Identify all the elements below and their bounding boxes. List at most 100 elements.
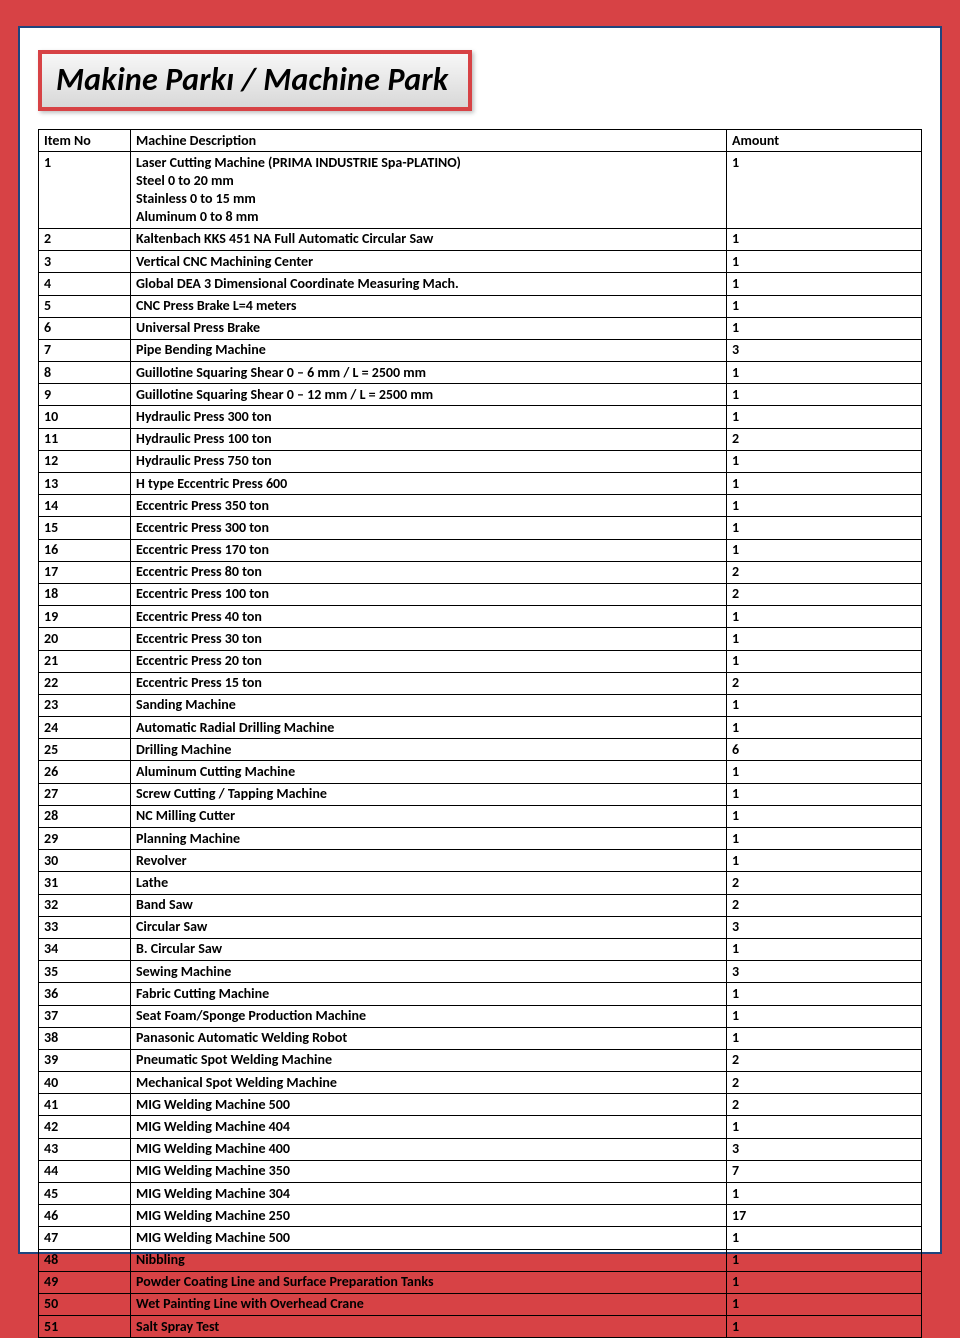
- cell-description: Universal Press Brake: [131, 317, 727, 339]
- cell-item-no: 16: [39, 539, 131, 561]
- cell-amount: 3: [727, 961, 922, 983]
- cell-description: Vertical CNC Machining Center: [131, 251, 727, 273]
- table-row: 44MIG Welding Machine 3507: [39, 1160, 922, 1182]
- cell-amount: 2: [727, 672, 922, 694]
- cell-amount: 1: [727, 783, 922, 805]
- cell-description: Kaltenbach KKS 451 NA Full Automatic Cir…: [131, 228, 727, 250]
- table-row: 19Eccentric Press 40 ton1: [39, 606, 922, 628]
- cell-description: Sanding Machine: [131, 694, 727, 716]
- cell-description: Revolver: [131, 850, 727, 872]
- table-row: 13H type Eccentric Press 6001: [39, 473, 922, 495]
- table-row: 20Eccentric Press 30 ton1: [39, 628, 922, 650]
- table-row: 8Guillotine Squaring Shear 0 – 6 mm / L …: [39, 362, 922, 384]
- table-row: 2Kaltenbach KKS 451 NA Full Automatic Ci…: [39, 228, 922, 250]
- cell-amount: 1: [727, 362, 922, 384]
- cell-description: B. Circular Saw: [131, 938, 727, 960]
- cell-item-no: 36: [39, 983, 131, 1005]
- cell-item-no: 20: [39, 628, 131, 650]
- cell-item-no: 35: [39, 961, 131, 983]
- cell-amount: 1: [727, 1005, 922, 1027]
- cell-item-no: 11: [39, 428, 131, 450]
- cell-item-no: 25: [39, 739, 131, 761]
- cell-description: Screw Cutting / Tapping Machine: [131, 783, 727, 805]
- cell-description: Salt Spray Test: [131, 1316, 727, 1338]
- table-header-row: Item No Machine Description Amount: [39, 130, 922, 152]
- cell-description: Guillotine Squaring Shear 0 – 6 mm / L =…: [131, 362, 727, 384]
- cell-amount: 1: [727, 606, 922, 628]
- cell-item-no: 49: [39, 1271, 131, 1293]
- table-row: 35Sewing Machine3: [39, 961, 922, 983]
- cell-item-no: 29: [39, 828, 131, 850]
- cell-description: Planning Machine: [131, 828, 727, 850]
- cell-description: Eccentric Press 20 ton: [131, 650, 727, 672]
- cell-item-no: 48: [39, 1249, 131, 1271]
- cell-item-no: 26: [39, 761, 131, 783]
- cell-item-no: 23: [39, 694, 131, 716]
- cell-amount: 1: [727, 694, 922, 716]
- cell-description: Fabric Cutting Machine: [131, 983, 727, 1005]
- cell-item-no: 10: [39, 406, 131, 428]
- cell-amount: 2: [727, 1094, 922, 1116]
- machine-table: Item No Machine Description Amount 1Lase…: [38, 129, 922, 1338]
- cell-item-no: 28: [39, 805, 131, 827]
- cell-amount: 1: [727, 228, 922, 250]
- cell-description: MIG Welding Machine 350: [131, 1160, 727, 1182]
- cell-amount: 1: [727, 406, 922, 428]
- cell-description: Lathe: [131, 872, 727, 894]
- cell-item-no: 6: [39, 317, 131, 339]
- cell-amount: 3: [727, 339, 922, 361]
- page: Makine Parkı / Machine Park Item No Mach…: [18, 26, 942, 1254]
- cell-amount: 1: [727, 495, 922, 517]
- cell-description: Eccentric Press 30 ton: [131, 628, 727, 650]
- cell-item-no: 40: [39, 1072, 131, 1094]
- cell-item-no: 9: [39, 384, 131, 406]
- cell-item-no: 32: [39, 894, 131, 916]
- table-row: 27Screw Cutting / Tapping Machine1: [39, 783, 922, 805]
- table-row: 6Universal Press Brake1: [39, 317, 922, 339]
- cell-amount: 1: [727, 628, 922, 650]
- table-row: 45MIG Welding Machine 3041: [39, 1183, 922, 1205]
- cell-item-no: 2: [39, 228, 131, 250]
- table-row: 14Eccentric Press 350 ton1: [39, 495, 922, 517]
- cell-description: Drilling Machine: [131, 739, 727, 761]
- table-row: 11Hydraulic Press 100 ton2: [39, 428, 922, 450]
- col-header-description: Machine Description: [131, 130, 727, 152]
- table-row: 3Vertical CNC Machining Center1: [39, 251, 922, 273]
- cell-amount: 2: [727, 561, 922, 583]
- cell-description: Panasonic Automatic Welding Robot: [131, 1027, 727, 1049]
- cell-amount: 2: [727, 1049, 922, 1071]
- table-row: 4Global DEA 3 Dimensional Coordinate Mea…: [39, 273, 922, 295]
- cell-description: Eccentric Press 300 ton: [131, 517, 727, 539]
- cell-amount: 1: [727, 805, 922, 827]
- cell-description: Eccentric Press 100 ton: [131, 583, 727, 605]
- cell-item-no: 8: [39, 362, 131, 384]
- cell-amount: 1: [727, 1271, 922, 1293]
- table-row: 48Nibbling1: [39, 1249, 922, 1271]
- table-row: 25Drilling Machine6: [39, 739, 922, 761]
- cell-description: H type Eccentric Press 600: [131, 473, 727, 495]
- cell-amount: 1: [727, 317, 922, 339]
- cell-item-no: 15: [39, 517, 131, 539]
- cell-description: Guillotine Squaring Shear 0 – 12 mm / L …: [131, 384, 727, 406]
- cell-amount: 1: [727, 828, 922, 850]
- cell-amount: 1: [727, 251, 922, 273]
- cell-description: Hydraulic Press 100 ton: [131, 428, 727, 450]
- cell-item-no: 34: [39, 938, 131, 960]
- cell-amount: 1: [727, 1249, 922, 1271]
- table-row: 22Eccentric Press 15 ton2: [39, 672, 922, 694]
- cell-item-no: 43: [39, 1138, 131, 1160]
- cell-amount: 1: [727, 850, 922, 872]
- cell-item-no: 24: [39, 717, 131, 739]
- table-row: 16Eccentric Press 170 ton1: [39, 539, 922, 561]
- table-row: 10Hydraulic Press 300 ton1: [39, 406, 922, 428]
- cell-item-no: 51: [39, 1316, 131, 1338]
- cell-amount: 1: [727, 717, 922, 739]
- cell-item-no: 1: [39, 152, 131, 229]
- table-row: 17Eccentric Press 80 ton2: [39, 561, 922, 583]
- cell-item-no: 7: [39, 339, 131, 361]
- table-row: 15Eccentric Press 300 ton1: [39, 517, 922, 539]
- table-row: 49Powder Coating Line and Surface Prepar…: [39, 1271, 922, 1293]
- cell-amount: 1: [727, 983, 922, 1005]
- cell-amount: 1: [727, 1227, 922, 1249]
- cell-description: Laser Cutting Machine (PRIMA INDUSTRIE S…: [131, 152, 727, 229]
